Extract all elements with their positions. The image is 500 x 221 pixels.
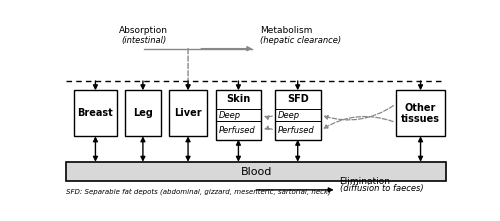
Text: Deep: Deep — [278, 110, 300, 120]
Text: (hepatic clearance): (hepatic clearance) — [260, 36, 341, 45]
Text: (intestinal): (intestinal) — [121, 36, 166, 45]
Bar — [66, 162, 446, 181]
Text: Metabolism: Metabolism — [260, 26, 312, 35]
Bar — [396, 90, 446, 136]
Text: (diffusion to faeces): (diffusion to faeces) — [340, 184, 423, 193]
Text: SFD: Separable fat depots (abdominal, gizzard, mesenteric, sartorial, neck): SFD: Separable fat depots (abdominal, gi… — [66, 188, 331, 195]
Bar — [275, 90, 320, 140]
Text: Absorption: Absorption — [120, 26, 168, 35]
Bar — [169, 90, 207, 136]
Text: Other
tissues: Other tissues — [401, 103, 440, 124]
Bar — [216, 90, 262, 140]
FancyArrowPatch shape — [265, 116, 272, 119]
Text: Elimination: Elimination — [340, 177, 390, 186]
Text: Blood: Blood — [240, 167, 272, 177]
FancyArrowPatch shape — [324, 106, 394, 120]
Bar — [124, 90, 162, 136]
Text: Deep: Deep — [218, 110, 241, 120]
Text: Breast: Breast — [78, 108, 114, 118]
Text: SFD: SFD — [287, 93, 308, 103]
Text: Liver: Liver — [174, 108, 202, 118]
Text: Leg: Leg — [133, 108, 153, 118]
Text: Perfused: Perfused — [218, 126, 256, 135]
Text: Perfused: Perfused — [278, 126, 314, 135]
Bar — [74, 90, 117, 136]
FancyArrowPatch shape — [324, 116, 393, 128]
Text: Skin: Skin — [226, 93, 250, 103]
FancyArrowPatch shape — [265, 126, 272, 130]
